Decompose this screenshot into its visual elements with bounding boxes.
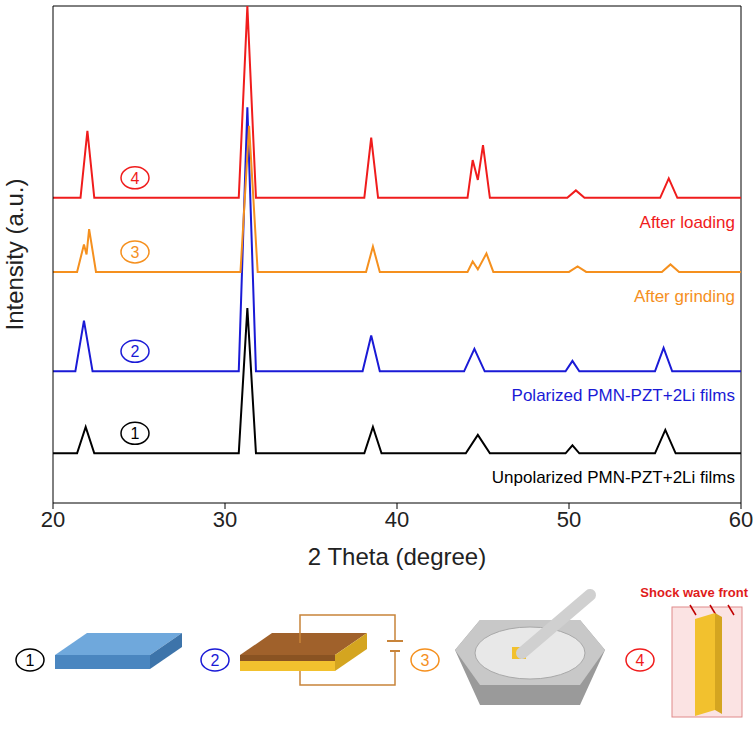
svg-text:Polarized PMN-PZT+2Li films: Polarized PMN-PZT+2Li films (512, 386, 735, 405)
svg-text:1: 1 (131, 425, 140, 442)
svg-text:1: 1 (26, 652, 35, 669)
svg-text:3: 3 (131, 244, 140, 261)
svg-text:Shock wave front: Shock wave front (640, 585, 748, 600)
svg-text:30: 30 (213, 507, 237, 532)
svg-text:2 Theta (degree): 2 Theta (degree) (308, 543, 486, 570)
svg-text:2: 2 (131, 343, 140, 360)
svg-text:4: 4 (131, 170, 140, 187)
svg-text:4: 4 (636, 652, 645, 669)
svg-text:60: 60 (729, 507, 753, 532)
svg-text:50: 50 (557, 507, 581, 532)
svg-text:3: 3 (421, 652, 430, 669)
svg-text:After loading: After loading (640, 213, 735, 232)
svg-text:40: 40 (385, 507, 409, 532)
svg-text:2: 2 (211, 652, 220, 669)
svg-text:Intensity (a.u.): Intensity (a.u.) (1, 178, 28, 330)
svg-text:Unpolarized PMN-PZT+2Li films: Unpolarized PMN-PZT+2Li films (492, 468, 735, 487)
svg-text:After grinding: After grinding (634, 287, 735, 306)
svg-text:20: 20 (41, 507, 65, 532)
